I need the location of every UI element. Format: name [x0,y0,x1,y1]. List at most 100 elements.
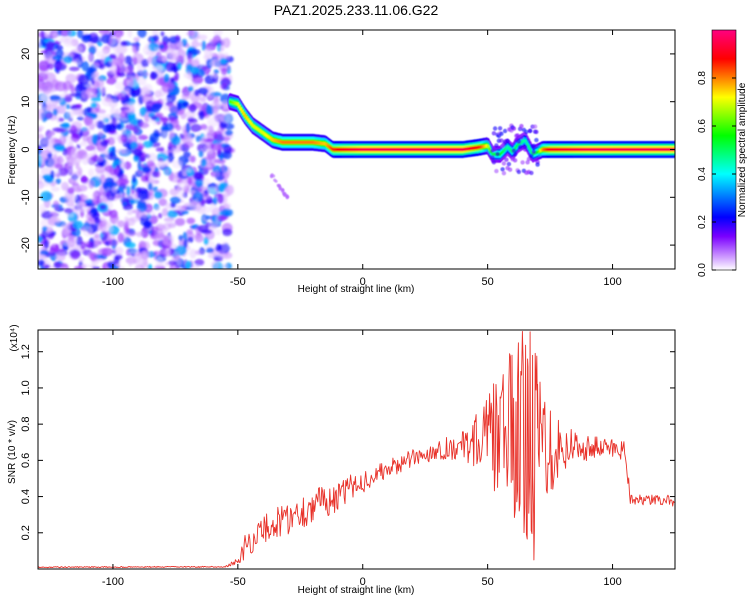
noise-blob [54,81,67,92]
noise-blob [65,73,77,84]
noise-blob [90,97,102,102]
ridge-scatter [511,126,517,131]
noise-blob [95,77,105,88]
ridge-scatter [500,143,505,149]
noise-blob [209,203,218,214]
snr-panel: -100 -50 0 50 100 0.20.40.60.81.01.2 (x10⁴) … [7,324,676,596]
noise-blob [220,113,232,123]
noise-blob [82,194,89,200]
noise-blob [197,224,209,233]
noise-blob [217,183,226,193]
noise-blob [86,67,93,78]
noise-blob [76,201,88,212]
noise-blob [138,122,150,129]
ridge-scatter [522,144,528,149]
noise-blob [201,40,206,51]
noise-blob [38,125,45,131]
x-tick-label: -100 [102,276,124,288]
ridge-cell [486,144,490,149]
ridge-scatter [516,139,522,144]
noise-blob [219,121,227,129]
noise-blob [84,241,94,248]
noise-blob [194,57,200,67]
noise-blob [130,141,138,149]
noise-blob [42,226,48,232]
ridge-scatter [490,155,495,160]
noise-blob [40,191,53,202]
noise-blob [222,170,231,178]
snr-series [38,330,675,569]
x-tick-label: -50 [230,276,246,288]
noise-blob [73,58,82,65]
noise-blob [106,113,112,120]
noise-blob [152,239,162,247]
noise-blob [156,223,165,229]
noise-blob [119,266,125,269]
noise-blob [38,98,43,107]
ridge-scatter [495,151,500,157]
noise-blob [179,133,185,140]
noise-blob [120,41,128,47]
noise-blob [140,175,149,182]
noise-blob [72,220,84,229]
noise-blob [213,98,219,105]
noise-blob [182,231,188,241]
noise-blob [139,106,147,117]
noise-blob [127,105,135,115]
noise-blob [183,141,194,148]
noise-blob [158,198,168,207]
noise-blob [126,133,137,143]
noise-blob [174,72,180,81]
noise-blob [207,92,214,99]
noise-blob [46,227,54,232]
noise-blob [48,216,61,225]
noise-blob [189,248,197,259]
spectrogram-y-label: Frequency (Hz) [7,116,18,185]
ridge-scatter [502,128,508,134]
noise-blob [54,163,64,169]
noise-blob [183,239,188,249]
noise-blob [193,171,203,181]
x-tick-label: -100 [102,576,124,588]
noise-blob [147,152,157,163]
noise-blob [162,207,168,217]
noise-blob [62,148,68,156]
noise-blob [187,236,194,243]
noise-blob [97,109,107,114]
noise-blob [122,204,133,211]
noise-blob [40,50,48,55]
noise-blob [99,30,107,36]
snr-line [38,330,675,569]
noise-blob [49,243,60,252]
ridge-scatter [497,126,503,131]
noise-blob [121,128,126,135]
noise-blob [183,151,191,158]
noise-blob [76,144,81,150]
noise-blob [56,262,68,268]
noise-blob [70,86,75,93]
noise-blob [58,248,64,253]
noise-blob [209,221,219,229]
noise-blob [137,76,147,86]
noise-blob [61,52,74,57]
noise-blob [164,168,170,176]
noise-blob [81,154,90,165]
noise-blob [217,193,224,204]
noise-blob [218,54,230,60]
noise-blob [38,42,42,49]
snr-y-multiplier: (x10⁴) [9,324,20,351]
noise-blob [155,147,165,152]
noise-blob [124,221,129,229]
noise-blob [55,62,67,71]
noise-blob [38,133,45,140]
noise-blob [79,108,84,118]
noise-blob [61,181,69,191]
noise-blob [142,166,152,174]
noise-blob [51,186,60,192]
noise-blob [163,217,175,222]
noise-blob [150,71,159,80]
y-tick-label: 10 [20,96,32,108]
noise-blob [178,235,184,241]
noise-blob [106,77,117,85]
